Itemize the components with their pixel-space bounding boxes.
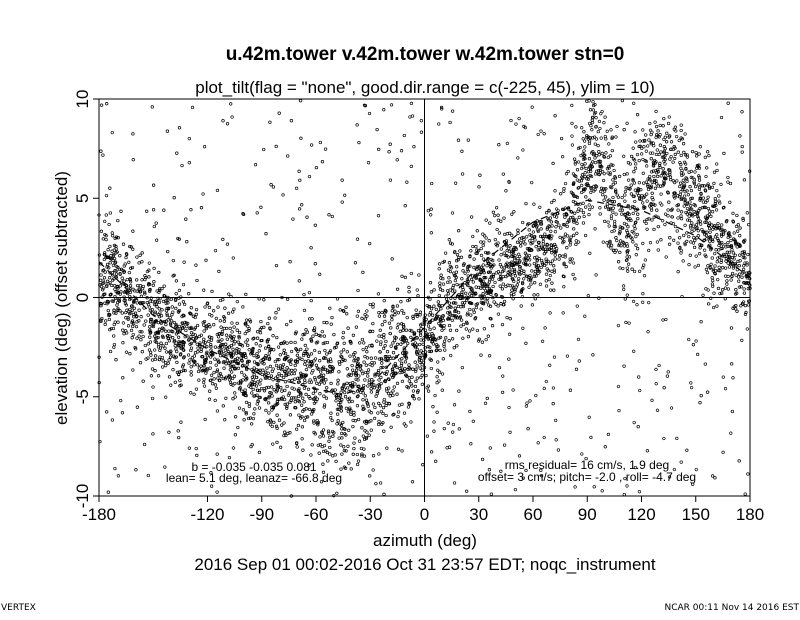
x-tick-label: -90 [249, 505, 274, 524]
x-tick-label: 30 [469, 505, 488, 524]
corner-label-left: VERTEX [1, 603, 36, 613]
x-tick-label: -60 [304, 505, 329, 524]
x-tick-label: -30 [358, 505, 383, 524]
x-tick-label: 60 [524, 505, 543, 524]
corner-label-right: NCAR 00:11 Nov 14 2016 EST [664, 603, 800, 613]
x-axis-ticks: -180 -120 -90 -60 -30 0 30 60 90 120 150 180 [82, 496, 764, 524]
annotation-left-line1: b = -0.035 -0.035 0.081 [191, 460, 316, 474]
y-axis-label: elevation (deg) (offset subtracted) [52, 171, 71, 425]
x-tick-label: 150 [682, 505, 710, 524]
y-tick-label: 5 [73, 194, 92, 203]
annotation-right-line2: offset= 3 cm/s; pitch= -2.0 , roll= -4.7… [478, 470, 696, 484]
footer-time-range: 2016 Sep 01 00:02-2016 Oct 31 23:57 EDT;… [194, 555, 655, 574]
y-axis-ticks: -10 -5 0 5 10 [73, 90, 99, 509]
x-tick-label: -120 [190, 505, 224, 524]
x-tick-label: 0 [420, 505, 429, 524]
x-axis-label: azimuth (deg) [373, 531, 477, 550]
annotation-right-line1: rms residual= 16 cm/s, 1.9 deg [505, 458, 669, 472]
y-tick-label: 10 [73, 90, 92, 109]
chart-subtitle: plot_tilt(flag = "none", good.dir.range … [195, 78, 655, 97]
x-tick-label: 180 [736, 505, 764, 524]
data-points [97, 99, 752, 498]
y-tick-label: -5 [73, 389, 92, 404]
annotation-left-line2: lean= 5.1 deg, leanaz= -66.8 deg [166, 471, 342, 485]
y-tick-label: -10 [73, 484, 92, 509]
x-tick-label: -180 [82, 505, 116, 524]
x-tick-label: 120 [627, 505, 655, 524]
x-tick-label: 90 [578, 505, 597, 524]
y-tick-label: 0 [73, 293, 92, 302]
scatter-points [97, 99, 752, 498]
chart-title: u.42m.tower v.42m.tower w.42m.tower stn=… [226, 44, 625, 65]
